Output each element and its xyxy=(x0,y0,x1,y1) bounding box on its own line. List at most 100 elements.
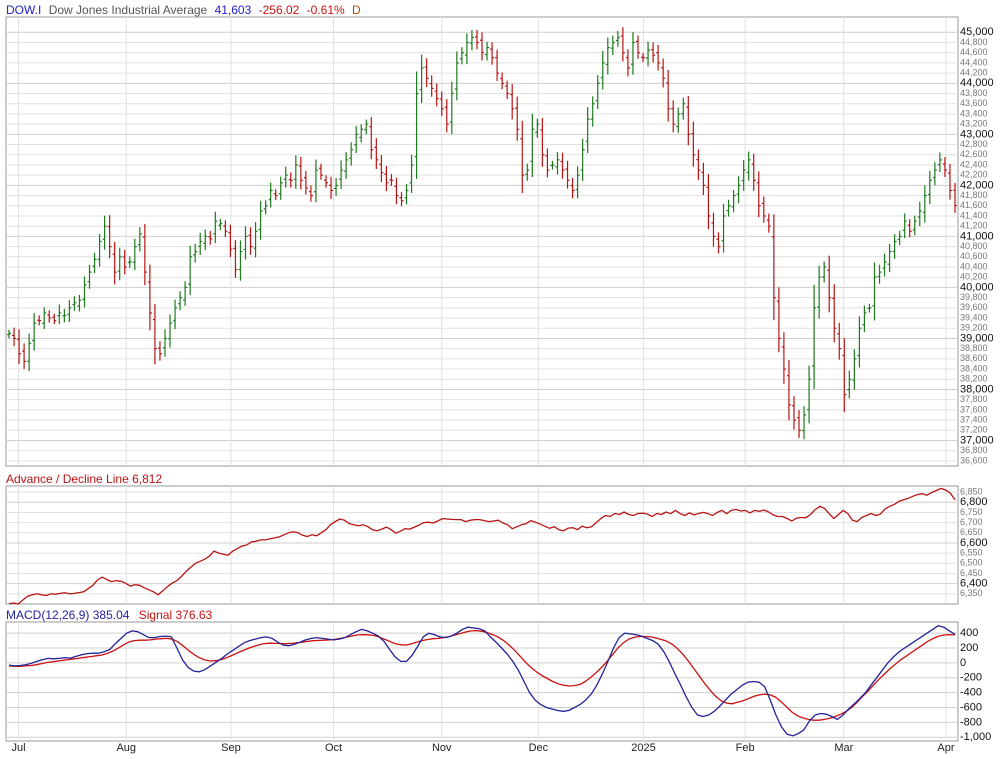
ohlc-bar xyxy=(756,171,761,218)
macd-axis-tick-label: 0 xyxy=(960,657,966,669)
ohlc-bar xyxy=(807,365,812,424)
x-tick-label: Jul xyxy=(12,742,26,754)
price-axis-tick-label: 37,000 xyxy=(960,434,994,446)
ohlc-bar xyxy=(399,192,404,207)
ohlc-bar xyxy=(318,163,323,180)
price-axis-tick-label: 36,600 xyxy=(960,455,988,465)
adl-value: 6,812 xyxy=(132,472,163,486)
ohlc-bar xyxy=(47,310,52,323)
ohlc-bar xyxy=(716,232,721,254)
price-axis-tick-label: 40,600 xyxy=(960,251,988,261)
period-label[interactable]: D xyxy=(352,3,361,17)
adl-axis-tick-label: 6,650 xyxy=(960,527,983,537)
price-axis-tick-label: 38,400 xyxy=(960,363,988,373)
ohlc-bar xyxy=(424,58,429,87)
price-axis-tick-label: 37,200 xyxy=(960,425,988,435)
ohlc-bar xyxy=(22,343,27,369)
ohlc-bar xyxy=(791,396,796,430)
price-axis-tick-label: 39,400 xyxy=(960,312,988,322)
ohlc-bar xyxy=(711,212,716,247)
ohlc-bar xyxy=(565,160,570,189)
ohlc-bar xyxy=(515,96,520,141)
ohlc-bar xyxy=(953,182,957,213)
last-price: 41,603 xyxy=(214,3,252,17)
ohlc-bar xyxy=(947,163,952,200)
adl-axis-tick-label: 6,550 xyxy=(960,548,983,558)
ohlc-bar xyxy=(188,245,193,296)
ohlc-bar xyxy=(585,107,590,154)
price-axis-tick-label: 38,200 xyxy=(960,374,988,384)
ohlc-bar xyxy=(600,50,605,90)
price-axis-tick-label: 41,000 xyxy=(960,230,994,242)
adl-panel-header: Advance / Decline Line 6,812 xyxy=(6,472,162,486)
price-axis-tick-label: 37,600 xyxy=(960,404,988,414)
price-axis-tick-label: 41,600 xyxy=(960,200,988,210)
price-axis-tick-label: 38,000 xyxy=(960,383,994,395)
ohlc-bar xyxy=(822,261,827,283)
ohlc-bar xyxy=(384,165,389,192)
ohlc-bar xyxy=(902,213,907,239)
ohlc-bar xyxy=(842,338,847,413)
ohlc-bar xyxy=(203,229,208,251)
ohlc-bar xyxy=(102,215,107,250)
ohlc-bar xyxy=(168,314,173,348)
ohlc-bar xyxy=(651,42,656,63)
price-axis-tick-label: 43,800 xyxy=(960,88,988,98)
ohlc-bar xyxy=(917,201,922,227)
ohlc-bar xyxy=(112,241,117,285)
adl-axis-tick-label: 6,450 xyxy=(960,568,983,578)
ohlc-bar xyxy=(857,316,862,368)
price-axis-tick-label: 43,400 xyxy=(960,108,988,118)
symbol-text[interactable]: DOW.I xyxy=(6,3,42,17)
ohlc-bar xyxy=(298,156,303,190)
ohlc-bar xyxy=(288,172,293,188)
ohlc-bar xyxy=(369,117,374,160)
ohlc-bar xyxy=(560,152,565,179)
price-axis-tick-label: 39,200 xyxy=(960,323,988,333)
price-axis-tick-label: 42,400 xyxy=(960,159,988,169)
ohlc-bar xyxy=(641,53,646,62)
ohlc-bar xyxy=(449,81,454,135)
ohlc-bar xyxy=(510,83,515,120)
price-axis-tick-label: 36,800 xyxy=(960,445,988,455)
adl-axis-tick-label: 6,850 xyxy=(960,486,983,496)
ohlc-bar xyxy=(92,252,97,274)
signal-label: Signal xyxy=(138,608,173,622)
ohlc-bar xyxy=(339,160,344,189)
adl-axis-tick-label: 6,400 xyxy=(960,578,988,590)
ohlc-bar xyxy=(776,287,781,353)
ohlc-bar xyxy=(329,176,334,199)
price-axis-tick-label: 42,600 xyxy=(960,149,988,159)
adl-axis-tick-label: 6,700 xyxy=(960,517,983,527)
adl-axis-tick-label: 6,500 xyxy=(960,558,983,568)
ohlc-bar xyxy=(540,118,545,167)
price-axis-tick-label: 39,600 xyxy=(960,302,988,312)
ohlc-bar xyxy=(580,138,585,182)
ohlc-bar xyxy=(409,154,414,193)
x-tick-label: Dec xyxy=(529,742,549,754)
ohlc-bar xyxy=(877,264,882,284)
ohlc-bar xyxy=(630,31,635,75)
ohlc-bar xyxy=(349,142,354,166)
ohlc-bar xyxy=(701,162,706,196)
ohlc-bar xyxy=(97,233,102,267)
adl-series-line xyxy=(8,487,956,605)
ohlc-bar xyxy=(152,303,157,365)
ohlc-bar xyxy=(721,204,726,253)
price-axis-tick-label: 43,000 xyxy=(960,128,994,140)
ohlc-bar xyxy=(666,69,671,122)
ohlc-bar xyxy=(313,159,318,203)
ohlc-bar xyxy=(912,215,917,236)
x-tick-label: Mar xyxy=(834,742,853,754)
ohlc-bar xyxy=(243,226,248,260)
ohlc-bar xyxy=(228,224,233,258)
ohlc-bar xyxy=(817,265,822,319)
price-bars xyxy=(7,27,957,440)
macd-axis-tick-label: -800 xyxy=(960,716,982,728)
ohlc-bar xyxy=(268,182,273,208)
ohlc-bar xyxy=(419,54,424,104)
ohlc-bar xyxy=(7,329,11,339)
ohlc-bar xyxy=(872,262,877,321)
